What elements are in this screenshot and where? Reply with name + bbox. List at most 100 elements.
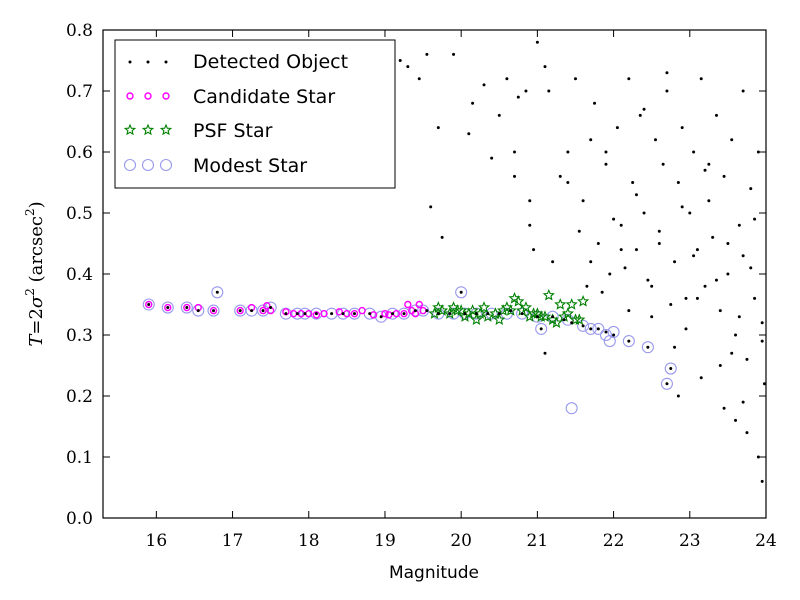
legend-marker-psf [159,123,173,136]
detected-object-point [673,260,677,264]
detected-object-point [619,223,623,227]
legend: Detected Object Candidate Star PSF Star … [114,39,396,189]
detected-object-point [695,296,699,300]
detected-object-point [425,309,429,313]
detected-object-point [627,339,631,343]
detected-object-point [669,367,673,371]
y-label-sup: 2 [23,288,37,296]
candidate-star-point [404,300,412,309]
detected-object-point [528,199,532,203]
psf-star-point [512,295,525,307]
detected-object-point [600,290,604,294]
y-tick-label: 0.6 [66,143,93,163]
candidate-star-point [164,303,172,312]
x-tick-label: 20 [450,531,472,551]
psf-star-point [550,316,563,329]
psf-star-point [481,310,494,322]
detected-object-point [330,312,334,316]
y-tick-label: 0.4 [66,265,93,285]
candidate-star-point [259,306,267,315]
psf-star-point [447,301,460,313]
legend-markers [123,60,173,172]
x-tick-label: 24 [755,531,777,551]
detected-object-point [734,418,738,422]
legend-label-modest: Modest Star [193,155,307,177]
detected-object-point [497,312,501,316]
x-tick-label: 17 [222,531,244,551]
detected-object-point [692,150,696,154]
psf-star-point [436,304,449,316]
detected-object-point [604,150,608,154]
candidate-star-point [358,306,366,315]
detected-object-point [593,101,597,105]
candidate-star-point [415,300,423,309]
detected-object-point [303,312,307,316]
detected-object-point [452,52,456,56]
modest-star-point [516,307,529,320]
detected-object-point [436,126,440,130]
x-tick-label: 19 [374,531,396,551]
detected-object-point [535,315,539,319]
psf-star-point [523,310,536,322]
detected-object-point [707,162,711,166]
detected-object-point [741,89,745,93]
detected-object-point [661,162,665,166]
psf-star-point [519,301,533,313]
detected-object-point [215,290,219,294]
detected-object-point [166,306,170,310]
y-label-close: ) [26,201,47,208]
detected-object-point [581,324,585,328]
psf-star-point [489,307,502,319]
detected-object-point [762,382,766,386]
candidate-star-point [312,311,321,319]
modest-star-point [577,319,590,332]
detected-object-point [425,52,429,56]
candidate-star-point [236,306,244,315]
detected-object-point [722,406,726,410]
modest-star-point [584,322,597,335]
detected-object-point [692,254,696,258]
detected-object-point [467,132,471,136]
detected-object-point [737,315,741,319]
candidate-star-point [263,302,271,310]
x-tick-label: 18 [298,531,320,551]
detected-object-point [753,217,757,221]
x-tick-label: 22 [603,531,625,551]
detected-object-point [528,223,532,227]
modest-star-point [417,304,430,317]
detected-object-point [612,217,616,221]
modest-star-point [180,301,193,314]
detected-object-point [608,272,612,276]
detected-object-point [551,315,555,319]
detected-object-point [711,235,715,239]
detected-object-point [284,312,288,316]
detected-object-point [680,205,684,209]
detected-object-point [657,242,661,245]
detected-object-point [749,266,753,270]
detected-object-point [631,181,635,184]
detected-object-point [604,330,608,334]
detected-object-point [726,272,730,276]
detected-object-point [760,339,764,343]
psf-star-point [576,295,590,307]
detected-object-point [604,162,608,166]
legend-label-candidate: Candidate Star [193,86,335,108]
modest-star-point [207,304,220,317]
detected-object-point [532,248,536,252]
detected-object-point [471,101,475,105]
detected-object-point [734,333,738,337]
y-tick-label: 0.1 [66,448,93,468]
detected-object-point [718,364,722,367]
candidate-star-point [209,306,218,315]
modest-star-point [485,307,498,320]
detected-object-point [760,479,764,483]
detected-object-point [684,327,688,331]
x-axis-label: Magnitude [389,563,479,583]
detected-object-point [585,284,589,288]
psf-star-point [455,304,468,316]
legend-box [114,39,396,189]
detected-object-point [699,376,703,380]
detected-object-point [612,333,616,337]
detected-object-point [250,309,254,313]
detected-object-point [577,229,581,233]
